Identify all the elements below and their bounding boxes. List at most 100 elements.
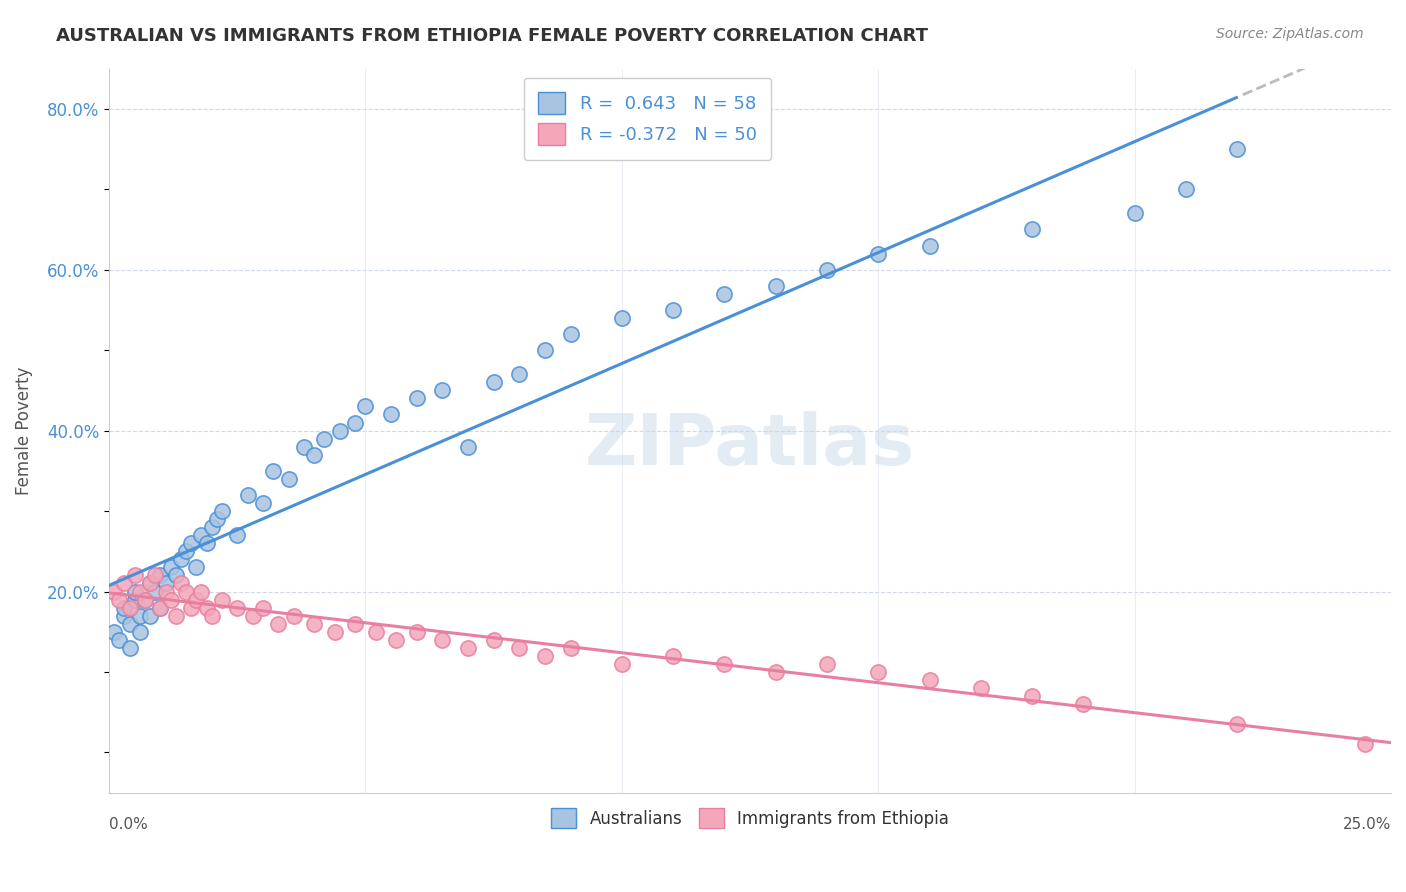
Point	[201, 608, 224, 623]
Point	[344, 416, 367, 430]
Point	[610, 657, 633, 671]
Point	[560, 326, 582, 341]
Point	[170, 552, 193, 566]
Point	[149, 600, 172, 615]
Point	[323, 624, 346, 639]
Point	[457, 440, 479, 454]
Point	[868, 665, 890, 679]
Point	[354, 400, 377, 414]
Text: 0.0%: 0.0%	[110, 817, 148, 832]
Point	[344, 616, 367, 631]
Point	[103, 584, 125, 599]
Point	[128, 584, 150, 599]
Text: 25.0%: 25.0%	[1343, 817, 1391, 832]
Point	[108, 632, 131, 647]
Point	[1021, 222, 1043, 236]
Point	[918, 238, 941, 252]
Point	[868, 246, 890, 260]
Point	[139, 608, 162, 623]
Point	[211, 504, 233, 518]
Point	[139, 576, 162, 591]
Point	[1226, 142, 1249, 156]
Point	[610, 310, 633, 325]
Point	[713, 657, 735, 671]
Point	[186, 592, 208, 607]
Point	[534, 648, 557, 663]
Point	[180, 600, 202, 615]
Point	[329, 424, 352, 438]
Point	[1123, 206, 1146, 220]
Point	[134, 592, 156, 607]
Point	[118, 600, 141, 615]
Point	[534, 343, 557, 358]
Point	[205, 512, 228, 526]
Point	[211, 592, 233, 607]
Legend: Australians, Immigrants from Ethiopia: Australians, Immigrants from Ethiopia	[544, 801, 956, 835]
Point	[262, 464, 284, 478]
Point	[143, 584, 166, 599]
Point	[457, 640, 479, 655]
Point	[508, 640, 530, 655]
Point	[103, 624, 125, 639]
Point	[186, 560, 208, 574]
Text: Source: ZipAtlas.com: Source: ZipAtlas.com	[1216, 27, 1364, 41]
Point	[236, 488, 259, 502]
Point	[226, 528, 249, 542]
Point	[174, 544, 197, 558]
Point	[128, 608, 150, 623]
Point	[118, 616, 141, 631]
Point	[118, 640, 141, 655]
Point	[252, 496, 274, 510]
Point	[385, 632, 408, 647]
Point	[508, 368, 530, 382]
Point	[143, 568, 166, 582]
Point	[159, 592, 181, 607]
Point	[124, 584, 146, 599]
Point	[302, 616, 325, 631]
Point	[765, 278, 787, 293]
Point	[165, 608, 187, 623]
Point	[364, 624, 387, 639]
Point	[124, 592, 146, 607]
Point	[1073, 697, 1095, 711]
Text: AUSTRALIAN VS IMMIGRANTS FROM ETHIOPIA FEMALE POVERTY CORRELATION CHART: AUSTRALIAN VS IMMIGRANTS FROM ETHIOPIA F…	[56, 27, 928, 45]
Point	[190, 584, 212, 599]
Point	[560, 640, 582, 655]
Point	[149, 600, 172, 615]
Point	[1021, 689, 1043, 703]
Point	[170, 576, 193, 591]
Point	[155, 584, 177, 599]
Point	[155, 576, 177, 591]
Point	[482, 376, 505, 390]
Point	[432, 384, 454, 398]
Point	[1354, 738, 1376, 752]
Point	[108, 592, 131, 607]
Point	[405, 392, 427, 406]
Point	[114, 608, 136, 623]
Point	[242, 608, 264, 623]
Point	[314, 432, 336, 446]
Point	[128, 624, 150, 639]
Point	[190, 528, 212, 542]
Point	[292, 440, 315, 454]
Point	[114, 576, 136, 591]
Point	[134, 592, 156, 607]
Point	[918, 673, 941, 687]
Point	[380, 408, 402, 422]
Point	[405, 624, 427, 639]
Point	[201, 520, 224, 534]
Point	[114, 600, 136, 615]
Point	[180, 536, 202, 550]
Point	[713, 286, 735, 301]
Point	[174, 584, 197, 599]
Point	[159, 560, 181, 574]
Point	[195, 536, 218, 550]
Text: ZIPatlas: ZIPatlas	[585, 410, 915, 480]
Point	[124, 568, 146, 582]
Y-axis label: Female Poverty: Female Poverty	[15, 367, 32, 495]
Point	[302, 448, 325, 462]
Point	[765, 665, 787, 679]
Point	[482, 632, 505, 647]
Point	[283, 608, 305, 623]
Point	[970, 681, 993, 695]
